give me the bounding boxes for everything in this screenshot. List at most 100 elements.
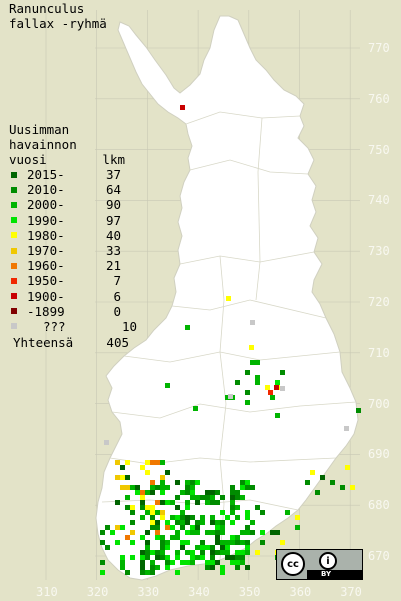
legend-item-label: 1980-	[27, 227, 65, 243]
observation-square	[120, 485, 125, 490]
observation-square	[125, 460, 130, 465]
observation-square	[230, 555, 235, 560]
observation-square	[160, 550, 165, 555]
observation-square	[175, 550, 180, 555]
observation-square	[190, 495, 195, 500]
observation-square	[220, 545, 225, 550]
observation-square	[155, 485, 160, 490]
cc-license-badge[interactable]: cc i BY	[276, 549, 363, 580]
legend-item: 1950- 7	[9, 273, 137, 288]
observation-square	[225, 555, 230, 560]
observation-square	[115, 540, 120, 545]
latitude-label: 700	[368, 396, 390, 411]
legend-item: 2010- 64	[9, 182, 137, 197]
observation-square	[230, 490, 235, 495]
legend-item-count: 64	[105, 182, 121, 198]
observation-square	[230, 535, 235, 540]
legend-total-count: 405	[106, 335, 129, 351]
observation-square	[150, 480, 155, 485]
observation-square	[185, 500, 190, 505]
observation-square	[180, 515, 185, 520]
observation-square	[270, 395, 275, 400]
observation-square	[185, 560, 190, 565]
observation-square	[180, 510, 185, 515]
observation-square	[160, 475, 165, 480]
observation-square	[160, 535, 165, 540]
observation-square	[200, 555, 205, 560]
legend-item: 1970- 33	[9, 243, 137, 258]
legend-item-count: 7	[113, 273, 121, 289]
observation-square	[155, 535, 160, 540]
observation-square	[125, 475, 130, 480]
legend-swatch	[11, 293, 17, 300]
observation-square	[230, 520, 235, 525]
legend-item-count: 40	[105, 227, 121, 243]
observation-square	[210, 530, 215, 535]
observation-square	[130, 530, 135, 535]
observation-square	[175, 555, 180, 560]
observation-square	[255, 380, 260, 385]
observation-square	[205, 495, 210, 500]
observation-square	[245, 530, 250, 535]
observation-square	[245, 390, 250, 395]
observation-square	[155, 530, 160, 535]
observation-square	[190, 490, 195, 495]
observation-square	[210, 490, 215, 495]
observation-square	[285, 510, 290, 515]
observation-square	[145, 550, 150, 555]
observation-square	[250, 520, 255, 525]
observation-square	[185, 530, 190, 535]
observation-square	[356, 408, 361, 413]
observation-square	[235, 380, 240, 385]
observation-square	[150, 490, 155, 495]
observation-square	[305, 480, 310, 485]
region-borders	[101, 111, 357, 561]
observation-square	[185, 520, 190, 525]
observation-square	[230, 510, 235, 515]
observation-square	[215, 530, 220, 535]
observation-square	[230, 540, 235, 545]
observation-square	[235, 555, 240, 560]
observation-square	[160, 460, 165, 465]
latitude-label: 750	[368, 142, 390, 157]
cc-badge-band	[307, 570, 362, 579]
observation-square	[225, 395, 230, 400]
observation-square	[120, 525, 125, 530]
observation-square	[225, 550, 230, 555]
observation-square	[165, 545, 170, 550]
observation-square	[195, 555, 200, 560]
observation-square	[180, 560, 185, 565]
observation-square	[120, 465, 125, 470]
observation-square	[220, 530, 225, 535]
observation-square	[210, 515, 215, 520]
observation-square	[220, 540, 225, 545]
legend-swatch	[11, 217, 17, 224]
observation-square	[235, 495, 240, 500]
observation-square	[155, 510, 160, 515]
latitude-label: 760	[368, 91, 390, 106]
legend-item-label: 1950-	[27, 273, 65, 289]
legend-item: 1900- 6	[9, 289, 137, 304]
observation-square	[130, 520, 135, 525]
legend-item-count: 10	[121, 318, 137, 334]
legend-item-label: 1960-	[27, 258, 65, 274]
observation-square	[165, 520, 170, 525]
observation-square	[255, 505, 260, 510]
observation-square	[193, 406, 198, 411]
observation-square	[185, 515, 190, 520]
legend-swatch	[11, 186, 17, 193]
observation-square	[155, 525, 160, 530]
observation-square	[130, 505, 135, 510]
legend-item-label: ???	[43, 318, 66, 334]
observation-square	[120, 475, 125, 480]
observation-square	[220, 565, 225, 570]
longitude-label: 370	[340, 585, 362, 599]
observation-square	[205, 565, 210, 570]
observation-square	[130, 510, 135, 515]
observation-square	[200, 545, 205, 550]
observation-square	[115, 475, 120, 480]
observation-square	[210, 500, 215, 505]
observation-square	[130, 540, 135, 545]
observation-square	[104, 440, 109, 445]
